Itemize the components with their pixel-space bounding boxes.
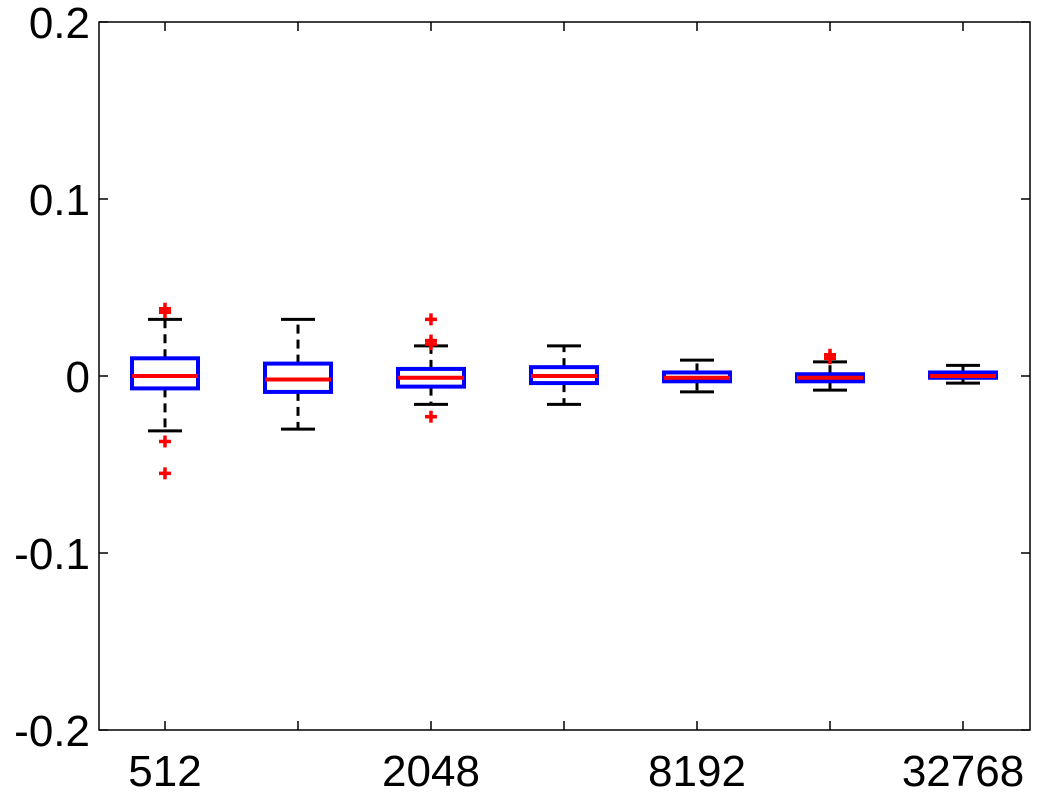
outlier-marker bbox=[159, 306, 171, 319]
box-16384 bbox=[795, 348, 865, 392]
y-tick-label: 0.2 bbox=[29, 0, 90, 48]
x-tick-label: 2048 bbox=[382, 747, 480, 796]
outlier-marker bbox=[425, 410, 437, 423]
box-2048 bbox=[396, 313, 466, 423]
y-tick-label: 0 bbox=[66, 353, 90, 402]
outlier-marker bbox=[159, 467, 171, 480]
y-tick-label: -0.1 bbox=[14, 530, 90, 579]
tick-labels: 0.2 0.1 0 -0.1 -0.2 512 2048 8192 32768 bbox=[14, 0, 1024, 796]
box-8192 bbox=[662, 358, 732, 394]
outlier-marker bbox=[159, 435, 171, 448]
box-series bbox=[130, 302, 998, 480]
box-4096 bbox=[529, 344, 599, 406]
outlier-marker bbox=[824, 352, 836, 365]
axes-frame bbox=[98, 21, 1031, 731]
outlier-marker bbox=[425, 338, 437, 351]
box-1024 bbox=[263, 317, 333, 431]
x-tick-label: 512 bbox=[128, 747, 201, 796]
box-512 bbox=[130, 302, 200, 480]
iqr-box bbox=[130, 356, 200, 391]
x-tick-label: 8192 bbox=[648, 747, 746, 796]
y-tick-label: 0.1 bbox=[29, 176, 90, 225]
box-32768 bbox=[928, 363, 998, 385]
x-tick-label: 32768 bbox=[902, 747, 1024, 796]
y-tick-label: -0.2 bbox=[14, 707, 90, 756]
outlier-marker bbox=[425, 313, 437, 326]
